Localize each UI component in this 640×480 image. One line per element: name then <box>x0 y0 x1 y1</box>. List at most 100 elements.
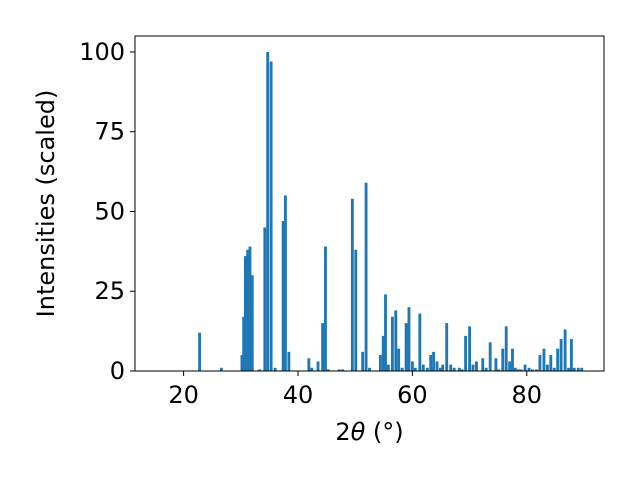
bar <box>425 367 429 371</box>
bar <box>494 358 498 371</box>
bar <box>263 227 267 371</box>
bar <box>519 369 523 371</box>
bar <box>460 369 464 371</box>
y-axis-ticks: 0 25 50 75 100 <box>79 38 135 385</box>
bar <box>475 361 478 371</box>
y-tick-label: 0 <box>110 357 125 385</box>
bar <box>567 367 570 371</box>
bar <box>266 51 270 371</box>
bar <box>287 351 291 371</box>
bar <box>441 364 445 371</box>
bar <box>449 364 453 371</box>
bar <box>307 358 311 371</box>
bar <box>350 198 354 371</box>
bar <box>407 307 411 371</box>
bar <box>381 335 385 371</box>
bar <box>452 367 456 371</box>
bar <box>580 367 584 371</box>
bar <box>404 323 408 371</box>
bar <box>281 221 285 371</box>
x-axis-title: 2θ (°) <box>335 418 403 446</box>
bar <box>429 355 433 371</box>
bar <box>198 332 202 371</box>
bar <box>400 367 404 371</box>
x-tick-label: 80 <box>512 381 543 409</box>
y-axis-title: Intensities (scaled) <box>32 90 60 318</box>
bar <box>246 249 250 371</box>
bar <box>527 367 531 371</box>
bar <box>484 367 488 371</box>
bar <box>378 355 382 371</box>
bar <box>384 294 387 371</box>
y-tick-label: 75 <box>94 118 125 146</box>
bar <box>545 364 549 371</box>
bar <box>481 358 485 371</box>
bar <box>552 367 556 371</box>
bar <box>523 364 527 371</box>
bar <box>569 339 573 371</box>
bar <box>326 369 330 371</box>
bar <box>559 339 563 371</box>
bar <box>321 323 325 371</box>
x-axis-title-unit: (°) <box>365 418 403 446</box>
bar <box>310 367 314 371</box>
bar <box>501 348 505 371</box>
bar <box>368 367 371 371</box>
bar <box>390 316 394 371</box>
bar <box>457 367 461 371</box>
y-tick-label: 50 <box>94 197 125 225</box>
bar <box>354 249 358 371</box>
bar <box>513 367 517 371</box>
x-axis-title-prefix: 2 <box>335 418 350 446</box>
y-tick-label: 100 <box>79 38 125 66</box>
bar <box>324 246 327 371</box>
bar <box>432 351 435 371</box>
bar <box>386 364 390 371</box>
bar <box>316 361 320 371</box>
x-tick-label: 40 <box>283 381 314 409</box>
bar <box>511 348 514 371</box>
bar <box>542 348 546 371</box>
bar <box>410 361 414 371</box>
bar <box>283 195 287 371</box>
bar <box>341 369 345 371</box>
bar <box>258 369 262 371</box>
bar <box>248 246 252 371</box>
bar <box>549 355 553 371</box>
y-tick-label: 25 <box>94 277 125 305</box>
bar <box>464 335 468 371</box>
bar <box>397 348 401 371</box>
x-tick-label: 20 <box>168 381 199 409</box>
x-axis-ticks: 20 40 60 80 <box>168 371 542 409</box>
bar <box>273 367 277 371</box>
bar <box>538 355 542 371</box>
bar <box>576 367 580 371</box>
bar <box>435 361 439 371</box>
bar <box>535 369 538 371</box>
x-tick-label: 60 <box>397 381 428 409</box>
bar <box>243 256 247 371</box>
bar <box>497 369 501 371</box>
bar <box>361 351 365 371</box>
bar <box>572 367 576 371</box>
plot-frame <box>134 35 605 372</box>
bar <box>531 369 534 371</box>
bar-series <box>198 51 584 372</box>
bar <box>508 361 512 371</box>
bar <box>219 367 223 371</box>
bar <box>445 323 449 371</box>
bar <box>364 182 368 371</box>
bar <box>438 367 442 371</box>
bar <box>240 355 244 371</box>
bar <box>504 326 508 371</box>
bar <box>413 367 417 371</box>
bar <box>556 348 560 371</box>
bar <box>418 313 422 371</box>
bar <box>250 275 254 371</box>
bar <box>421 364 425 371</box>
bar <box>468 326 472 371</box>
bar <box>471 364 475 371</box>
bar <box>337 369 341 371</box>
bar <box>242 316 246 371</box>
